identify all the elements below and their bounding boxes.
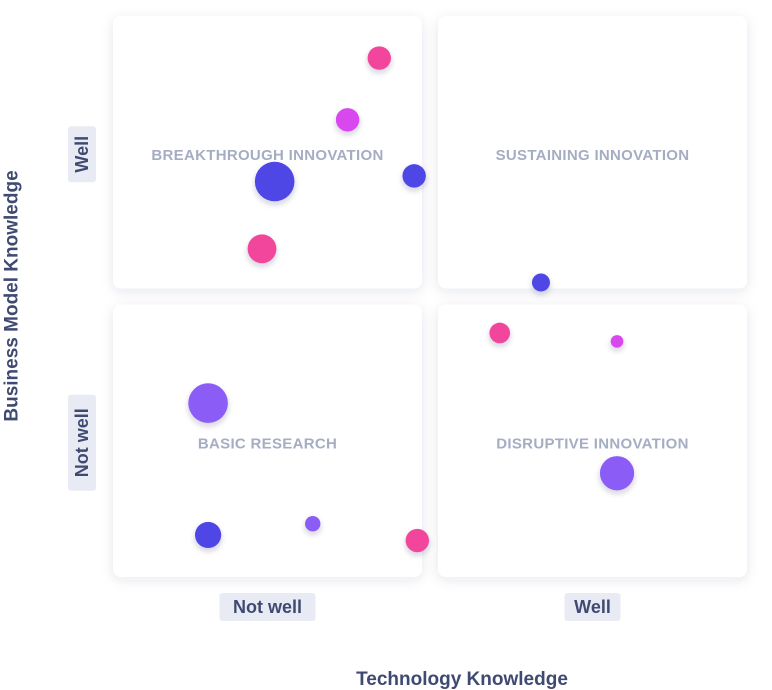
scatter-point[interactable]: [489, 322, 511, 344]
tick-label-background: [68, 126, 96, 183]
scatter-point[interactable]: [402, 164, 426, 188]
tick-label-group: Well: [564, 593, 621, 621]
scatter-point[interactable]: [367, 46, 391, 70]
tick-label: Well: [72, 136, 92, 173]
quadrant-label: BASIC RESEARCH: [198, 436, 337, 453]
tick-label: Well: [574, 597, 611, 617]
tick-label-group: Well: [68, 126, 96, 183]
scatter-point[interactable]: [531, 273, 550, 292]
quadrant-panel: [113, 16, 422, 289]
tick-label: Not well: [72, 408, 92, 477]
scatter-point[interactable]: [405, 528, 430, 553]
tick-label-group: Not well: [219, 593, 316, 621]
scatter-point[interactable]: [305, 516, 321, 532]
tick-label-background: [219, 593, 316, 621]
scatter-point[interactable]: [195, 521, 222, 549]
scatter-point[interactable]: [335, 108, 360, 132]
quadrant-panel: [438, 304, 747, 577]
tick-label-background: [68, 394, 96, 491]
scatter-point[interactable]: [599, 456, 635, 491]
quadrant-label: SUSTAINING INNOVATION: [496, 147, 690, 164]
scatter-point[interactable]: [188, 383, 228, 423]
quadrant-panel: [438, 16, 747, 289]
tick-label-background: [564, 593, 621, 621]
x-axis-title: Technology Knowledge: [356, 669, 568, 690]
y-axis-title: Business Model Knowledge: [2, 170, 23, 421]
quadrant-label: BREAKTHROUGH INNOVATION: [151, 147, 383, 164]
tick-label-group: Not well: [68, 394, 96, 491]
scatter-point[interactable]: [610, 335, 624, 348]
quadrant-panel: [113, 304, 422, 577]
scatter-point[interactable]: [254, 161, 295, 202]
tick-label: Not well: [233, 597, 302, 617]
scatter-point[interactable]: [247, 234, 277, 264]
quadrant-label: DISRUPTIVE INNOVATION: [496, 436, 688, 453]
